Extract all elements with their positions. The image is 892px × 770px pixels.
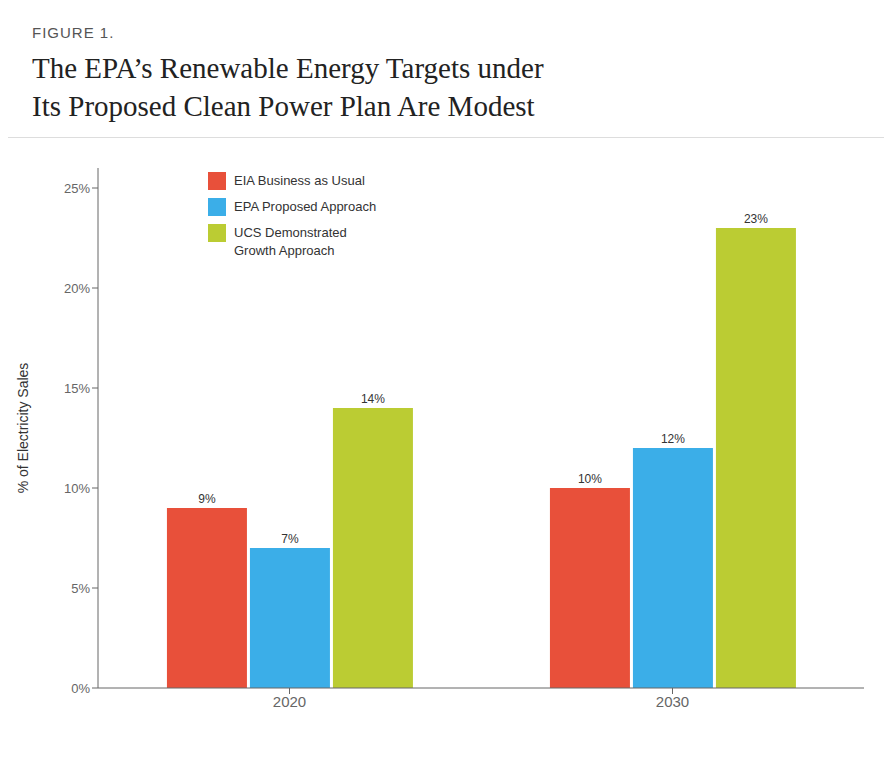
svg-text:7%: 7%: [281, 532, 299, 546]
svg-text:23%: 23%: [744, 212, 768, 226]
html-text:EIA Business as Usual: EIA Business as Usual: [234, 173, 365, 188]
svg-text:10%: 10%: [578, 472, 602, 486]
svg-text:25%: 25%: [64, 181, 90, 196]
svg-text:12%: 12%: [661, 432, 685, 446]
html-text:The EPA’s Renewable Energy Tar: The EPA’s Renewable Energy Targets under: [32, 52, 544, 84]
svg-text:2020: 2020: [273, 693, 306, 710]
svg-text:% of Electricity Sales: % of Electricity Sales: [15, 363, 31, 494]
svg-text:2030: 2030: [656, 693, 689, 710]
html-text:Its Proposed Clean Power Plan: Its Proposed Clean Power Plan Are Modest: [32, 90, 535, 122]
svg-text:0%: 0%: [71, 681, 90, 696]
svg-text:5%: 5%: [71, 581, 90, 596]
svg-text:14%: 14%: [361, 392, 385, 406]
html-text:Growth Approach: Growth Approach: [234, 243, 335, 258]
html-text:UCS Demonstrated: UCS Demonstrated: [234, 225, 347, 240]
html-text:FIGURE 1.: FIGURE 1.: [32, 24, 115, 41]
svg-text:10%: 10%: [64, 481, 90, 496]
svg-text:9%: 9%: [198, 492, 216, 506]
svg-text:15%: 15%: [64, 381, 90, 396]
svg-text:20%: 20%: [64, 281, 90, 296]
html-text:EPA Proposed Approach: EPA Proposed Approach: [234, 199, 377, 214]
